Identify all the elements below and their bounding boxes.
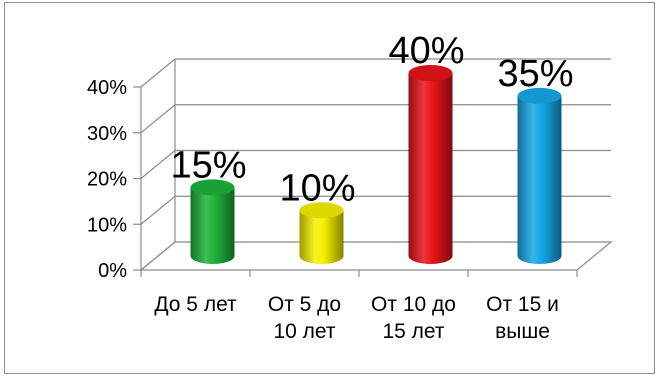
chart-frame: 0% 10% 20% 30% 40% 15% До 5 лет 10% От 5 до 10 ле… xyxy=(4,2,655,374)
data-label: 10% xyxy=(279,167,355,209)
y-tick-label: 0% xyxy=(98,260,127,282)
bar-top xyxy=(517,87,562,104)
data-label: 35% xyxy=(497,53,573,95)
data-label: 15% xyxy=(170,144,246,186)
y-tick-label: 20% xyxy=(87,169,127,191)
bar xyxy=(408,73,453,264)
y-tick-label: 10% xyxy=(87,214,127,236)
x-category-label: От 5 до xyxy=(268,293,341,316)
x-category-label: 10 лет xyxy=(273,320,335,343)
x-category-label: До 5 лет xyxy=(154,293,237,316)
y-tick-label: 30% xyxy=(87,123,127,145)
x-category-label: От 10 до xyxy=(371,293,456,316)
grid-side-line xyxy=(140,104,176,134)
bar xyxy=(299,210,344,264)
x-category-label: 15 лет xyxy=(382,320,444,343)
bar-top xyxy=(299,202,344,219)
data-label: 40% xyxy=(388,30,464,72)
bar-top xyxy=(190,179,235,196)
grid-side-line xyxy=(140,150,176,179)
grid-side-line xyxy=(140,241,176,271)
bar xyxy=(517,95,562,264)
bar-chart: 0% 10% 20% 30% 40% 15% До 5 лет 10% От 5 до 10 ле… xyxy=(87,30,613,343)
bar-top xyxy=(408,65,453,81)
y-tick-label: 40% xyxy=(87,77,127,99)
x-category-label: выше xyxy=(495,320,550,343)
grid-side-line xyxy=(140,58,176,88)
bar xyxy=(190,187,235,264)
grid-side-line xyxy=(140,195,176,225)
x-category-label: От 15 и xyxy=(486,293,559,316)
